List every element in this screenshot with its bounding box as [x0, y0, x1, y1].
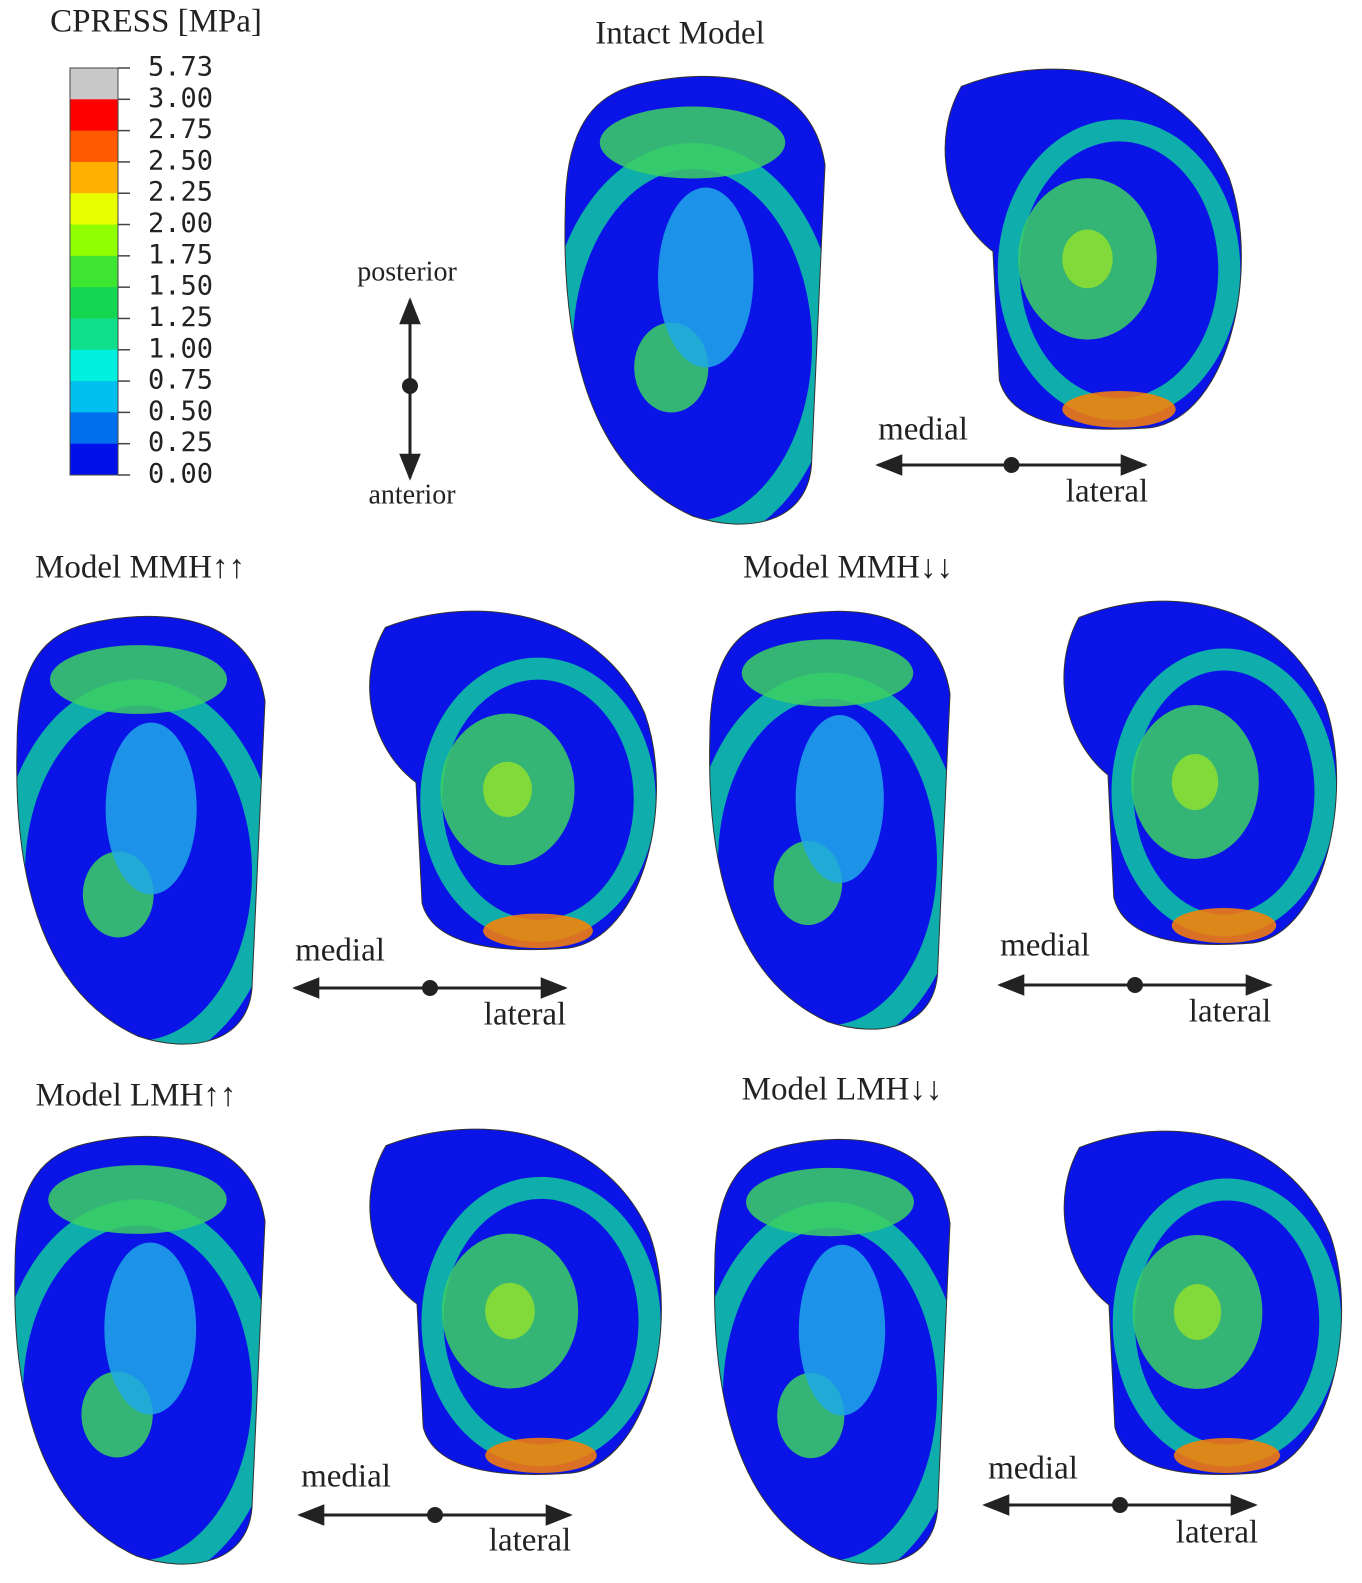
legend-label: 0.25 [148, 427, 213, 458]
lateral-label: lateral [1189, 994, 1271, 1030]
panel-title: Model LMH↓↓ [742, 1072, 943, 1108]
pressure-region [1172, 908, 1276, 943]
panel-title: Model LMH↑↑ [36, 1078, 237, 1114]
legend-label: 0.50 [148, 396, 213, 427]
pressure-region [600, 107, 786, 179]
lateral-label: lateral [484, 997, 566, 1033]
pressure-region [742, 639, 914, 706]
legend-swatch [70, 162, 118, 194]
medial-label: medial [295, 933, 385, 969]
legend-label: 2.00 [148, 208, 213, 239]
pressure-region [48, 1165, 227, 1234]
lateral-label: lateral [1176, 1515, 1258, 1551]
pressure-region [1172, 754, 1218, 810]
legend-swatch [70, 412, 118, 444]
legend-label: 0.00 [148, 459, 213, 490]
pressure-region [746, 1168, 914, 1236]
pressure-region [796, 715, 884, 883]
pressure-region [1062, 229, 1112, 288]
legend-swatch [70, 68, 118, 100]
legend-label: 3.00 [148, 83, 213, 114]
legend-swatch [70, 256, 118, 288]
figure: CPRESS [MPa] posterior anterior 5.733.00… [0, 0, 1362, 1583]
legend-swatch [70, 225, 118, 257]
legend-title: CPRESS [MPa] [50, 4, 262, 40]
legend-label: 1.50 [148, 271, 213, 302]
lateral-label: lateral [1066, 474, 1148, 510]
legend-swatch [70, 381, 118, 413]
contour-plot [12, 616, 265, 1053]
pressure-region [658, 188, 753, 368]
anterior-label: anterior [368, 479, 456, 510]
lateral-label: lateral [489, 1523, 571, 1559]
contour-plot [10, 1136, 265, 1573]
pressure-region [1062, 391, 1175, 428]
contour-plot [560, 76, 825, 534]
pressure-region [106, 723, 197, 895]
legend-label: 1.25 [148, 302, 213, 333]
legend-swatch [70, 99, 118, 131]
legend-label: 1.00 [148, 333, 213, 364]
pressure-region [799, 1245, 885, 1416]
legend-swatch [70, 193, 118, 225]
legend-swatch [70, 444, 118, 476]
arrow-center [1004, 457, 1020, 473]
medial-label: medial [878, 412, 968, 448]
legend-swatch [70, 318, 118, 350]
legend-label: 2.25 [148, 177, 213, 208]
panel-title: Model MMH↓↓ [743, 550, 953, 586]
legend-label: 5.73 [148, 52, 213, 83]
legend-swatch [70, 350, 118, 382]
legend-swatch [70, 131, 118, 163]
orientation-arrow [402, 300, 418, 478]
pressure-region [485, 1438, 597, 1473]
legend-label: 2.75 [148, 114, 213, 145]
medial-label: medial [301, 1459, 391, 1495]
pressure-region [1174, 1284, 1221, 1340]
arrow-center [1127, 977, 1143, 993]
medial-label: medial [1000, 928, 1090, 964]
pressure-region [104, 1243, 196, 1415]
legend-swatch [70, 287, 118, 319]
pressure-region [50, 645, 227, 714]
pressure-region [1174, 1438, 1280, 1473]
legend-label: 1.75 [148, 239, 213, 270]
posterior-label: posterior [357, 256, 457, 287]
pressure-region [483, 914, 593, 949]
legend-label: 2.50 [148, 145, 213, 176]
pressure-region [485, 1283, 535, 1339]
arrow-center [422, 980, 438, 996]
arrow-center [1112, 1497, 1128, 1513]
panel-title: Model MMH↑↑ [35, 550, 245, 586]
contour-plot [710, 1139, 950, 1573]
medial-label: medial [988, 1451, 1078, 1487]
panel-title: Intact Model [595, 16, 765, 52]
arrow-center [427, 1507, 443, 1523]
pressure-region [483, 762, 532, 817]
contour-plot [705, 611, 950, 1038]
legend-label: 0.75 [148, 365, 213, 396]
